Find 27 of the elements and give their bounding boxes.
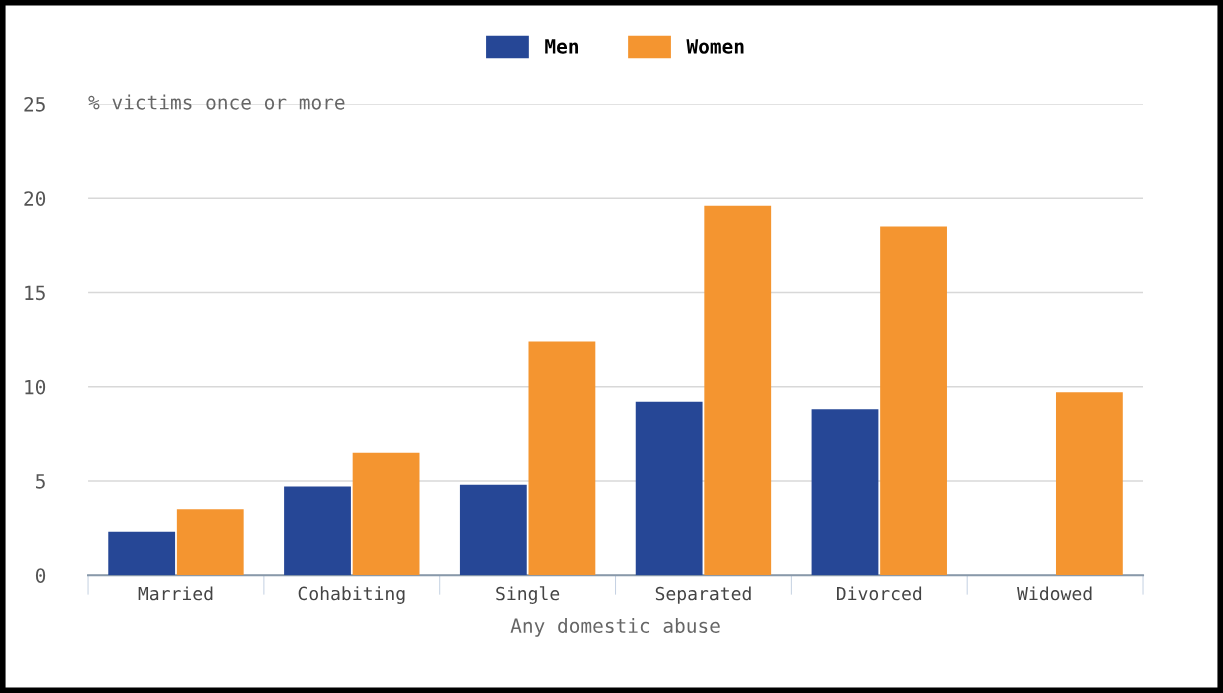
bar	[459, 484, 527, 576]
bar	[704, 205, 772, 576]
x-tick-label: Married	[138, 586, 213, 601]
legend-label: Men	[545, 39, 578, 54]
bar	[176, 509, 244, 576]
legend-label: Women	[686, 39, 744, 54]
x-tick-label: Cohabiting	[298, 586, 405, 604]
bar	[108, 531, 176, 576]
bar	[811, 409, 879, 576]
bar	[1055, 392, 1123, 576]
x-tick-label: Single	[496, 586, 560, 604]
y-tick-label: 10	[25, 379, 46, 395]
y-tick-label: 5	[36, 474, 45, 489]
bar	[284, 486, 351, 576]
bar	[352, 452, 420, 576]
y-tick-label: 15	[25, 285, 45, 301]
y-axis-title: % victims once or more	[88, 94, 345, 110]
bar	[635, 401, 703, 576]
x-tick-label: Divorced	[837, 586, 922, 601]
y-tick-label: 25	[24, 96, 45, 112]
x-tick-label: Widowed	[1017, 586, 1092, 601]
bar	[528, 341, 596, 576]
x-tick-label: Separated	[655, 586, 751, 604]
y-tick-label: 20	[24, 191, 46, 206]
bar	[880, 226, 947, 576]
x-axis-title: Any domestic abuse	[510, 617, 720, 637]
y-tick-label: 0	[35, 568, 46, 583]
